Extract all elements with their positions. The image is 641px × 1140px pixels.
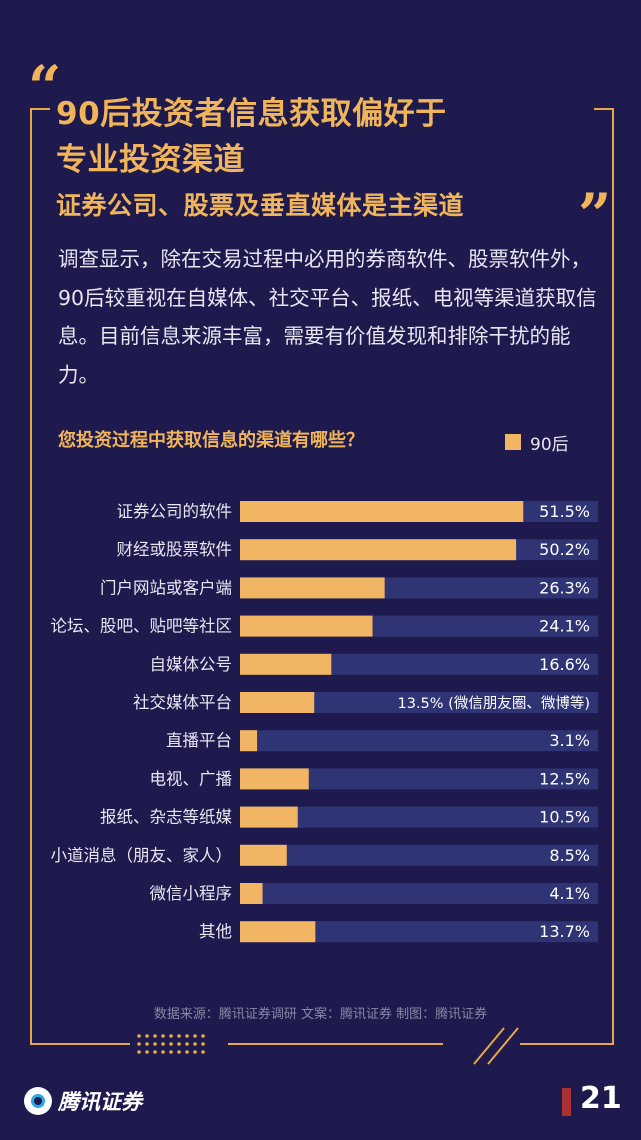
intro-paragraph: 调查显示，除在交易过程中必用的券商软件、股票软件外，90后较重视在自媒体、社交平… [58, 247, 597, 387]
bar-track [240, 692, 598, 713]
bar-track [240, 730, 598, 752]
category-label: 电视、广播 [150, 769, 233, 788]
value-label: 8.5% [549, 846, 590, 865]
source-note: 数据来源：腾讯证券调研 文案：腾讯证券 制图：腾讯证券 [153, 1007, 488, 1022]
category-label: 门户网站或客户端 [100, 578, 232, 597]
category-label: 直播平台 [166, 731, 232, 750]
value-label: 4.1% [549, 884, 590, 903]
quote-close-mark: ” [578, 181, 612, 249]
category-label: 报纸、杂志等纸媒 [100, 808, 233, 827]
brand-circle-icon [24, 1087, 52, 1115]
value-label: 3.1% [549, 731, 590, 750]
bar [240, 501, 524, 522]
value-label: 13.7% [539, 922, 590, 941]
bar [240, 692, 315, 713]
brand-logo: 腾讯证券 [24, 1083, 142, 1119]
page-number: 21 [580, 1081, 622, 1116]
bar [240, 806, 298, 828]
quote-open-mark: “ [28, 53, 62, 121]
category-label: 财经或股票软件 [117, 540, 233, 559]
frame-bottom-left [30, 1043, 130, 1045]
value-label: 50.2% [539, 540, 590, 559]
bar [240, 615, 373, 637]
value-label: 10.5% [539, 808, 590, 827]
frame-bottom-right [520, 1043, 614, 1045]
category-label: 论坛、股吧、贴吧等社区 [51, 617, 233, 636]
bar-track [240, 883, 598, 904]
page-marker [562, 1088, 571, 1116]
bar [240, 883, 263, 904]
bar [240, 653, 332, 675]
subtitle: 证券公司、股票及垂直媒体是主渠道 [56, 191, 465, 220]
slash-decoration [473, 1027, 519, 1065]
legend-label: 90后 [530, 434, 569, 455]
frame-left [30, 108, 32, 1045]
bar [240, 730, 258, 752]
title-line-2: 专业投资渠道 [56, 142, 245, 178]
dot-grid-decoration [137, 1034, 205, 1054]
bar-track [240, 768, 598, 790]
frame-right [612, 108, 614, 1045]
value-label: 26.3% [539, 578, 590, 597]
category-label: 微信小程序 [150, 884, 233, 903]
bar [240, 844, 287, 866]
bar [240, 577, 385, 599]
legend-swatch [505, 434, 521, 450]
value-label: 24.1% [539, 617, 590, 636]
bar [240, 921, 316, 943]
brand-name: 腾讯证券 [58, 1090, 142, 1114]
category-label: 社交媒体平台 [133, 693, 232, 712]
chart-legend: 90后 [505, 431, 569, 455]
category-label: 其他 [199, 922, 232, 941]
category-label: 自媒体公号 [150, 655, 233, 674]
title-line-1: 90后投资者信息获取偏好于 [56, 96, 447, 132]
chart-title: 您投资过程中获取信息的渠道有哪些？ [58, 430, 364, 451]
bar [240, 539, 517, 561]
bar-track [240, 806, 598, 828]
bar-track [240, 844, 598, 866]
bar-track [240, 921, 598, 943]
category-label: 小道消息（朋友、家人） [51, 846, 233, 865]
value-label: 51.5% [539, 502, 590, 521]
value-label: 16.6% [539, 655, 590, 674]
frame-top-left [30, 108, 50, 110]
frame-bottom-mid [228, 1043, 443, 1045]
frame-top-right [594, 108, 614, 110]
bar [240, 768, 309, 790]
category-label: 证券公司的软件 [117, 502, 233, 521]
value-label: 12.5% [539, 769, 590, 788]
value-label: 13.5% (微信朋友圈、微博等) [398, 694, 591, 712]
